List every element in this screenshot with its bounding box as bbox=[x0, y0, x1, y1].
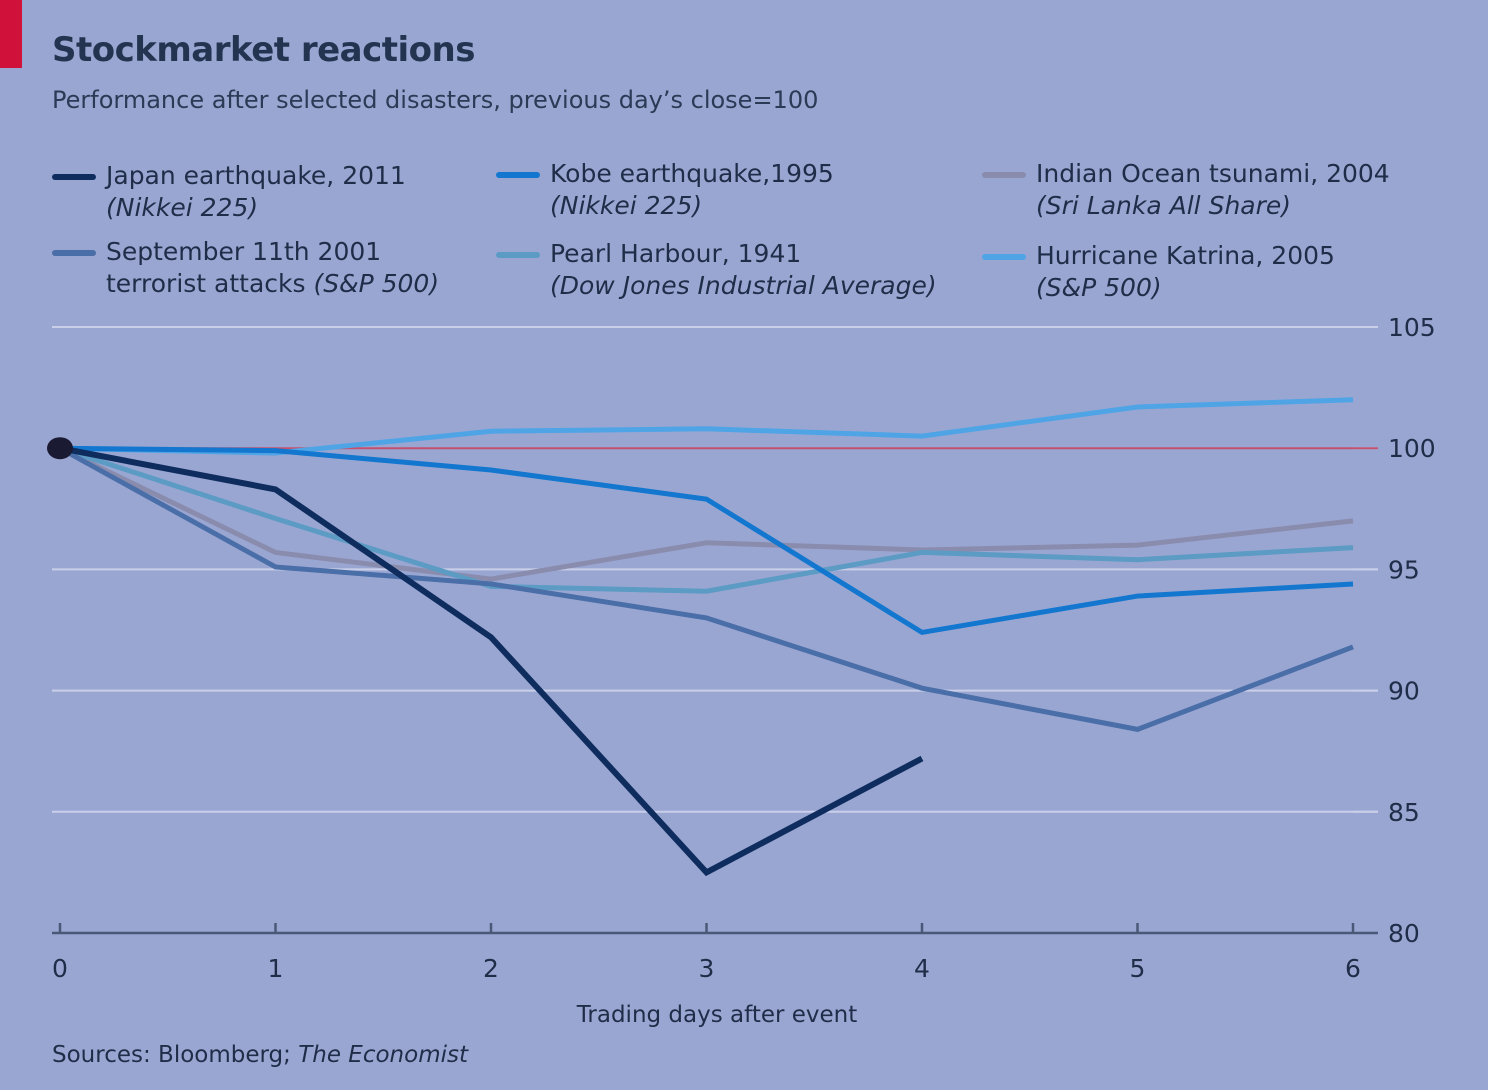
legend-swatch-kobe bbox=[496, 172, 540, 178]
x-tick-label: 4 bbox=[914, 954, 930, 983]
legend-label-sept11: September 11th 2001 bbox=[106, 237, 382, 266]
legend-sub-tsunami: (Sri Lanka All Share) bbox=[1036, 191, 1292, 220]
gridlines bbox=[52, 326, 1378, 813]
axis-labels: 105 100 95 90 85 80 0 1 2 3 4 5 6 Trading days after … bbox=[52, 313, 1436, 1028]
y-tick-label: 105 bbox=[1388, 313, 1436, 342]
legend-sub-pearl: (Dow Jones Industrial Average) bbox=[550, 271, 937, 300]
series-line-japan bbox=[59, 445, 924, 877]
legend-swatch-japan bbox=[52, 174, 96, 180]
chart-subtitle: Performance after selected disasters, pr… bbox=[52, 86, 819, 114]
x-axis-title: Trading days after event bbox=[576, 1002, 858, 1028]
series-line-pearl bbox=[59, 445, 1354, 594]
x-tick-label: 5 bbox=[1130, 954, 1146, 983]
series-line-katrina bbox=[59, 397, 1354, 456]
legend-sub-sept11-plain: terrorist attacks bbox=[106, 269, 314, 298]
x-tick-label: 3 bbox=[699, 954, 715, 983]
source-prefix: Sources: Bloomberg; bbox=[52, 1042, 299, 1068]
legend-sub-kobe: (Nikkei 225) bbox=[550, 191, 703, 220]
x-tick-label: 1 bbox=[268, 954, 284, 983]
y-tick-label: 95 bbox=[1388, 555, 1420, 584]
x-tick-label: 2 bbox=[483, 954, 499, 983]
legend-sub-japan: (Nikkei 225) bbox=[106, 193, 259, 222]
legend-sub-katrina: (S&P 500) bbox=[1036, 273, 1162, 302]
legend-swatch-tsunami bbox=[982, 172, 1026, 178]
x-axis bbox=[52, 923, 1378, 935]
y-tick-label: 100 bbox=[1388, 434, 1436, 463]
y-tick-label: 85 bbox=[1388, 798, 1420, 827]
legend-label-katrina: Hurricane Katrina, 2005 bbox=[1036, 241, 1335, 270]
y-tick-label: 90 bbox=[1388, 677, 1420, 706]
y-tick-label: 80 bbox=[1388, 919, 1420, 948]
series-line-tsunami bbox=[58, 445, 1354, 582]
legend-label-pearl: Pearl Harbour, 1941 bbox=[550, 239, 802, 268]
x-tick-label: 6 bbox=[1345, 954, 1361, 983]
legend-swatch-sept11 bbox=[52, 250, 96, 256]
brand-tab bbox=[0, 0, 22, 68]
legend-label-japan: Japan earthquake, 2011 bbox=[106, 161, 406, 190]
legend-label-tsunami: Indian Ocean tsunami, 2004 bbox=[1036, 159, 1390, 188]
legend-swatch-katrina bbox=[982, 254, 1026, 260]
legend-sub-sept11: (S&P 500) bbox=[313, 269, 440, 298]
chart-title: Stockmarket reactions bbox=[52, 30, 475, 70]
series-line-sept11 bbox=[58, 446, 1354, 732]
source-publisher: The Economist bbox=[298, 1042, 469, 1068]
x-tick-label: 0 bbox=[52, 954, 68, 983]
series-line-kobe bbox=[59, 445, 1354, 636]
legend-label-kobe: Kobe earthquake,1995 bbox=[550, 159, 834, 188]
legend-swatch-pearl bbox=[496, 252, 540, 258]
series-lines bbox=[47, 397, 1354, 877]
origin-point bbox=[47, 437, 73, 460]
source-note: Sources: Bloomberg; The Economist bbox=[52, 1042, 468, 1068]
